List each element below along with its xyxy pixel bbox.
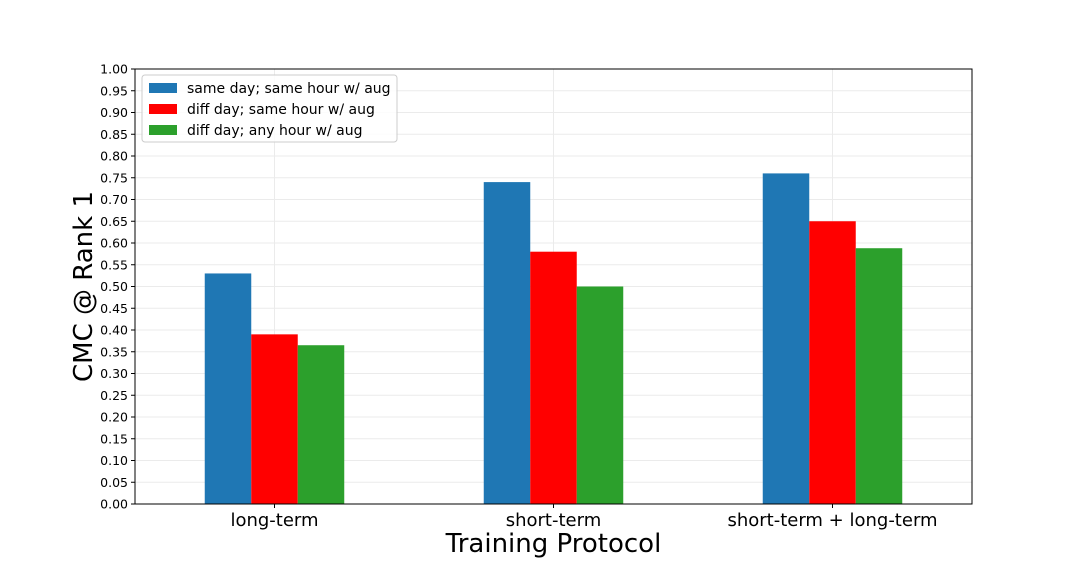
y-tick-label: 0.45 — [100, 301, 128, 316]
legend-box — [141, 74, 398, 143]
y-tick-label: 0.15 — [100, 431, 128, 446]
y-tick-label: 1.00 — [100, 62, 128, 77]
y-tick-label: 0.05 — [100, 475, 128, 490]
y-tick-label: 0.10 — [100, 453, 128, 468]
y-tick-label: 0.95 — [100, 83, 128, 98]
y-tick-label: 0.25 — [100, 388, 128, 403]
bar — [530, 251, 577, 504]
bar — [483, 182, 531, 504]
x-axis-title: Training Protocol — [445, 529, 662, 559]
legend-label: diff day; same hour w/ aug — [187, 102, 375, 118]
bar — [855, 248, 903, 504]
x-tick-label: short-term + long-term — [727, 510, 937, 531]
legend-swatch — [149, 125, 177, 135]
y-tick-label: 0.55 — [100, 257, 128, 272]
x-axis-ticks: long-term short-term short-term + long-ter… — [230, 504, 938, 531]
bar — [809, 221, 856, 504]
legend: same day; same hour w/ aug diff day; same… — [141, 74, 398, 143]
y-tick-label: 0.60 — [100, 236, 128, 251]
y-tick-label: 0.35 — [100, 344, 128, 359]
y-tick-label: 0.90 — [100, 105, 128, 120]
legend-label: diff day; any hour w/ aug — [187, 123, 362, 139]
y-tick-label: 0.70 — [100, 192, 128, 207]
legend-label: same day; same hour w/ aug — [187, 81, 391, 97]
bar — [576, 286, 624, 504]
y-tick-label: 0.80 — [100, 149, 128, 164]
y-tick-label: 0.75 — [100, 170, 128, 185]
y-axis-title: CMC @ Rank 1 — [69, 191, 99, 382]
x-tick-label: short-term — [506, 510, 602, 531]
y-tick-label: 0.00 — [100, 497, 128, 512]
y-tick-label: 0.40 — [100, 323, 128, 338]
bar — [251, 334, 298, 504]
y-tick-label: 0.85 — [100, 127, 128, 142]
y-axis-ticks: 0.00 0.05 0.10 0.15 0.20 0.25 0.30 0.35 0.40 0.45… — [100, 62, 135, 512]
y-tick-label: 0.30 — [100, 366, 128, 381]
y-tick-label: 0.65 — [100, 214, 128, 229]
y-tick-label: 0.50 — [100, 279, 128, 294]
bar — [762, 173, 810, 504]
x-tick-label: long-term — [230, 510, 318, 531]
y-tick-label: 0.20 — [100, 410, 128, 425]
legend-swatch — [149, 104, 177, 114]
legend-swatch — [149, 83, 177, 93]
bars — [204, 173, 903, 504]
bar — [204, 273, 252, 504]
bar — [297, 345, 345, 504]
